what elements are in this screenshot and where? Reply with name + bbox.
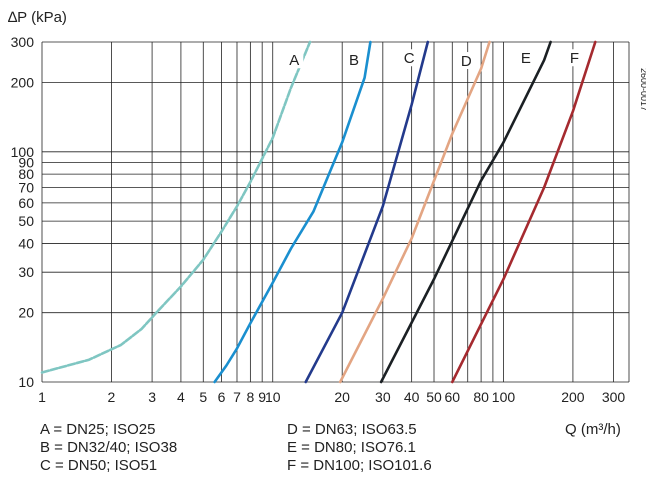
y-axis-title: ∆P (kPa)	[8, 9, 67, 26]
y-tick-label: 20	[18, 305, 34, 321]
x-axis-title: Q (m³/h)	[565, 421, 621, 438]
grid-lines	[41, 41, 630, 383]
x-tick-label: 10	[265, 389, 281, 405]
x-tick-label: 7	[233, 389, 241, 405]
y-tick-label: 60	[18, 195, 34, 211]
legend-item: C = DN50; ISO51	[40, 457, 157, 474]
legend-item: D = DN63; ISO63.5	[287, 421, 417, 438]
x-tick-label: 60	[444, 389, 460, 405]
x-tick-label: 6	[218, 389, 226, 405]
curve-label-d: D	[461, 53, 472, 70]
x-tick-label: 30	[375, 389, 391, 405]
curve-label-bg	[400, 49, 419, 67]
y-tick-label: 80	[18, 166, 34, 182]
x-tick-label: 20	[334, 389, 350, 405]
y-tick-label: 70	[18, 179, 34, 195]
curve-label-a: A	[289, 52, 299, 69]
x-tick-label: 9	[258, 389, 266, 405]
curve-label-b: B	[349, 52, 359, 69]
x-tick-label: 200	[561, 389, 585, 405]
y-tick-label: 10	[18, 374, 34, 390]
curve-labels: A B C D E F	[285, 49, 584, 70]
curve-label-c: C	[404, 50, 415, 67]
curve-label-bg	[344, 51, 363, 69]
x-tick-label: 40	[404, 389, 420, 405]
curves	[40, 40, 597, 384]
series-line-a	[40, 40, 312, 374]
series-line-b	[213, 40, 372, 384]
series-line-d	[338, 40, 491, 384]
x-tick-label: 50	[426, 389, 442, 405]
curve-label-f: F	[570, 50, 579, 67]
x-tick-label: 3	[148, 389, 156, 405]
legend-item: A = DN25; ISO25	[40, 421, 155, 438]
y-tick-label: 30	[18, 264, 34, 280]
x-tick-label: 8	[246, 389, 254, 405]
curve-label-bg	[457, 52, 476, 70]
y-tick-label: 200	[11, 75, 35, 91]
x-tick-label: 5	[199, 389, 207, 405]
y-tick-label: 50	[18, 213, 34, 229]
y-tick-label: 300	[11, 34, 35, 50]
y-tick-label: 40	[18, 235, 34, 251]
legend-item: E = DN80; ISO76.1	[287, 439, 416, 456]
x-tick-label: 80	[473, 389, 489, 405]
x-tick-labels: 1 2 3 4 5 6 7 8 910 20 30 40 50 60 80 100 200 300	[38, 389, 625, 405]
curve-label-bg	[285, 51, 304, 69]
series-line-f	[450, 40, 597, 384]
y-tick-label: 90	[18, 154, 34, 170]
x-tick-label: 2	[108, 389, 116, 405]
x-tick-label: 100	[492, 389, 516, 405]
curve-label-e: E	[521, 50, 531, 67]
curve-label-bg	[516, 49, 535, 67]
legend-item: F = DN100; ISO101.6	[287, 457, 432, 474]
y-tick-label: 100	[11, 144, 35, 160]
legend-item: B = DN32/40; ISO38	[40, 439, 177, 456]
reference-code: 2600-0017	[639, 68, 646, 111]
x-tick-label: 1	[38, 389, 46, 405]
x-tick-label: 4	[177, 389, 185, 405]
x-tick-label: 300	[602, 389, 626, 405]
curve-label-bg	[565, 49, 584, 67]
series-line-e	[379, 40, 552, 384]
series-line-c	[304, 40, 430, 384]
